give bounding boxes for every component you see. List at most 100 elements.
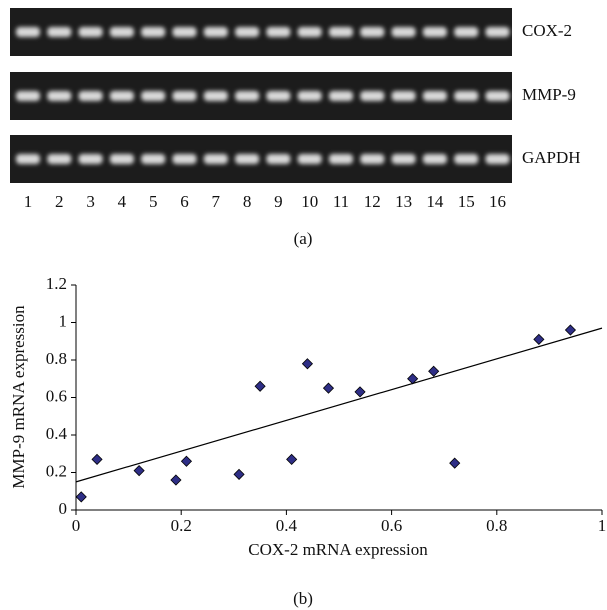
point	[91, 453, 103, 465]
y-tick-label: 1	[59, 311, 68, 330]
gel-band	[391, 91, 416, 101]
point	[180, 455, 193, 467]
lane-label: 4	[118, 192, 127, 211]
gel-band	[47, 27, 72, 37]
gel-band	[141, 27, 166, 37]
gel-band	[266, 91, 291, 101]
lane-label: 14	[426, 192, 444, 211]
point	[449, 457, 461, 469]
gel-band	[47, 154, 72, 164]
lane-label: 13	[395, 192, 412, 211]
y-axis-title: MMP-9 mRNA expression	[9, 305, 28, 489]
point	[533, 333, 545, 345]
lane-label: 1	[24, 192, 33, 211]
gel-band	[47, 91, 72, 101]
gel-band	[109, 154, 134, 164]
gel-band	[203, 91, 228, 101]
gel-band	[78, 27, 103, 37]
gel-band	[203, 154, 228, 164]
row-label: COX-2	[522, 21, 572, 40]
gel-band	[172, 154, 197, 164]
gel-band	[297, 154, 322, 164]
gel-band	[329, 27, 353, 37]
gel-band	[16, 154, 40, 164]
gel-band	[266, 154, 291, 164]
gel-band	[391, 154, 416, 164]
lane-label: 16	[489, 192, 506, 211]
gel-band	[329, 154, 353, 164]
gel-band	[109, 91, 134, 101]
gel-band	[422, 91, 447, 101]
x-tick-label: 0.4	[276, 516, 298, 535]
y-tick-label: 0.4	[46, 424, 68, 443]
row-label: MMP-9	[522, 85, 576, 104]
trendline	[75, 327, 603, 483]
point	[407, 373, 419, 385]
gel-band	[266, 27, 291, 37]
point	[170, 474, 182, 486]
caption-b: (b)	[293, 589, 313, 608]
gel-band	[297, 27, 322, 37]
gel-band	[16, 91, 40, 101]
gel-band	[172, 27, 197, 37]
y-tick-label: 1.2	[46, 274, 67, 293]
gel-band	[16, 27, 40, 37]
point	[233, 468, 245, 480]
gel-band	[360, 91, 385, 101]
lane-label: 11	[333, 192, 349, 211]
lane-label: 10	[301, 192, 318, 211]
point	[428, 365, 440, 377]
y-tick-label: 0	[59, 499, 68, 518]
gel-band	[235, 27, 260, 37]
lane-label: 6	[180, 192, 189, 211]
lane-label: 15	[458, 192, 475, 211]
y-tick-label: 0.8	[46, 349, 67, 368]
point	[301, 358, 314, 370]
point	[564, 324, 577, 336]
lane-label: 8	[243, 192, 252, 211]
point	[75, 491, 87, 503]
lane-label: 2	[55, 192, 64, 211]
gel-band	[485, 91, 510, 101]
point	[133, 465, 145, 477]
point	[354, 386, 366, 398]
gel-band	[454, 91, 479, 101]
gel-band	[78, 154, 103, 164]
lane-label: 3	[86, 192, 95, 211]
gel-band	[235, 154, 260, 164]
gel-band	[235, 91, 260, 101]
gel-band	[454, 154, 479, 164]
gel-band	[109, 27, 134, 37]
gel-band	[360, 154, 385, 164]
y-tick-label: 0.2	[46, 461, 67, 480]
point	[286, 453, 298, 465]
x-tick-label: 1	[598, 516, 607, 535]
y-tick-label: 0.6	[46, 386, 67, 405]
gel-band	[141, 91, 166, 101]
row-label: GAPDH	[522, 148, 581, 167]
gel-band	[454, 27, 479, 37]
lane-label: 5	[149, 192, 158, 211]
gel-band	[78, 91, 103, 101]
point	[322, 382, 335, 394]
gel-band	[329, 91, 353, 101]
lane-label: 9	[274, 192, 283, 211]
gel-band	[485, 154, 510, 164]
x-tick-label: 0.2	[171, 516, 192, 535]
x-tick-label: 0	[72, 516, 81, 535]
gel-band	[203, 27, 228, 37]
x-tick-label: 0.6	[381, 516, 402, 535]
gel-band	[391, 27, 416, 37]
gel-band	[172, 91, 197, 101]
gel-band	[422, 154, 447, 164]
point	[254, 380, 266, 392]
x-tick-label: 0.8	[486, 516, 507, 535]
gel-band	[485, 27, 510, 37]
gel-band	[422, 27, 447, 37]
x-axis-title: COX-2 mRNA expression	[248, 540, 428, 559]
lane-label: 12	[364, 192, 381, 211]
gel-band	[141, 154, 166, 164]
gel-band	[297, 91, 322, 101]
gel-band	[360, 27, 385, 37]
